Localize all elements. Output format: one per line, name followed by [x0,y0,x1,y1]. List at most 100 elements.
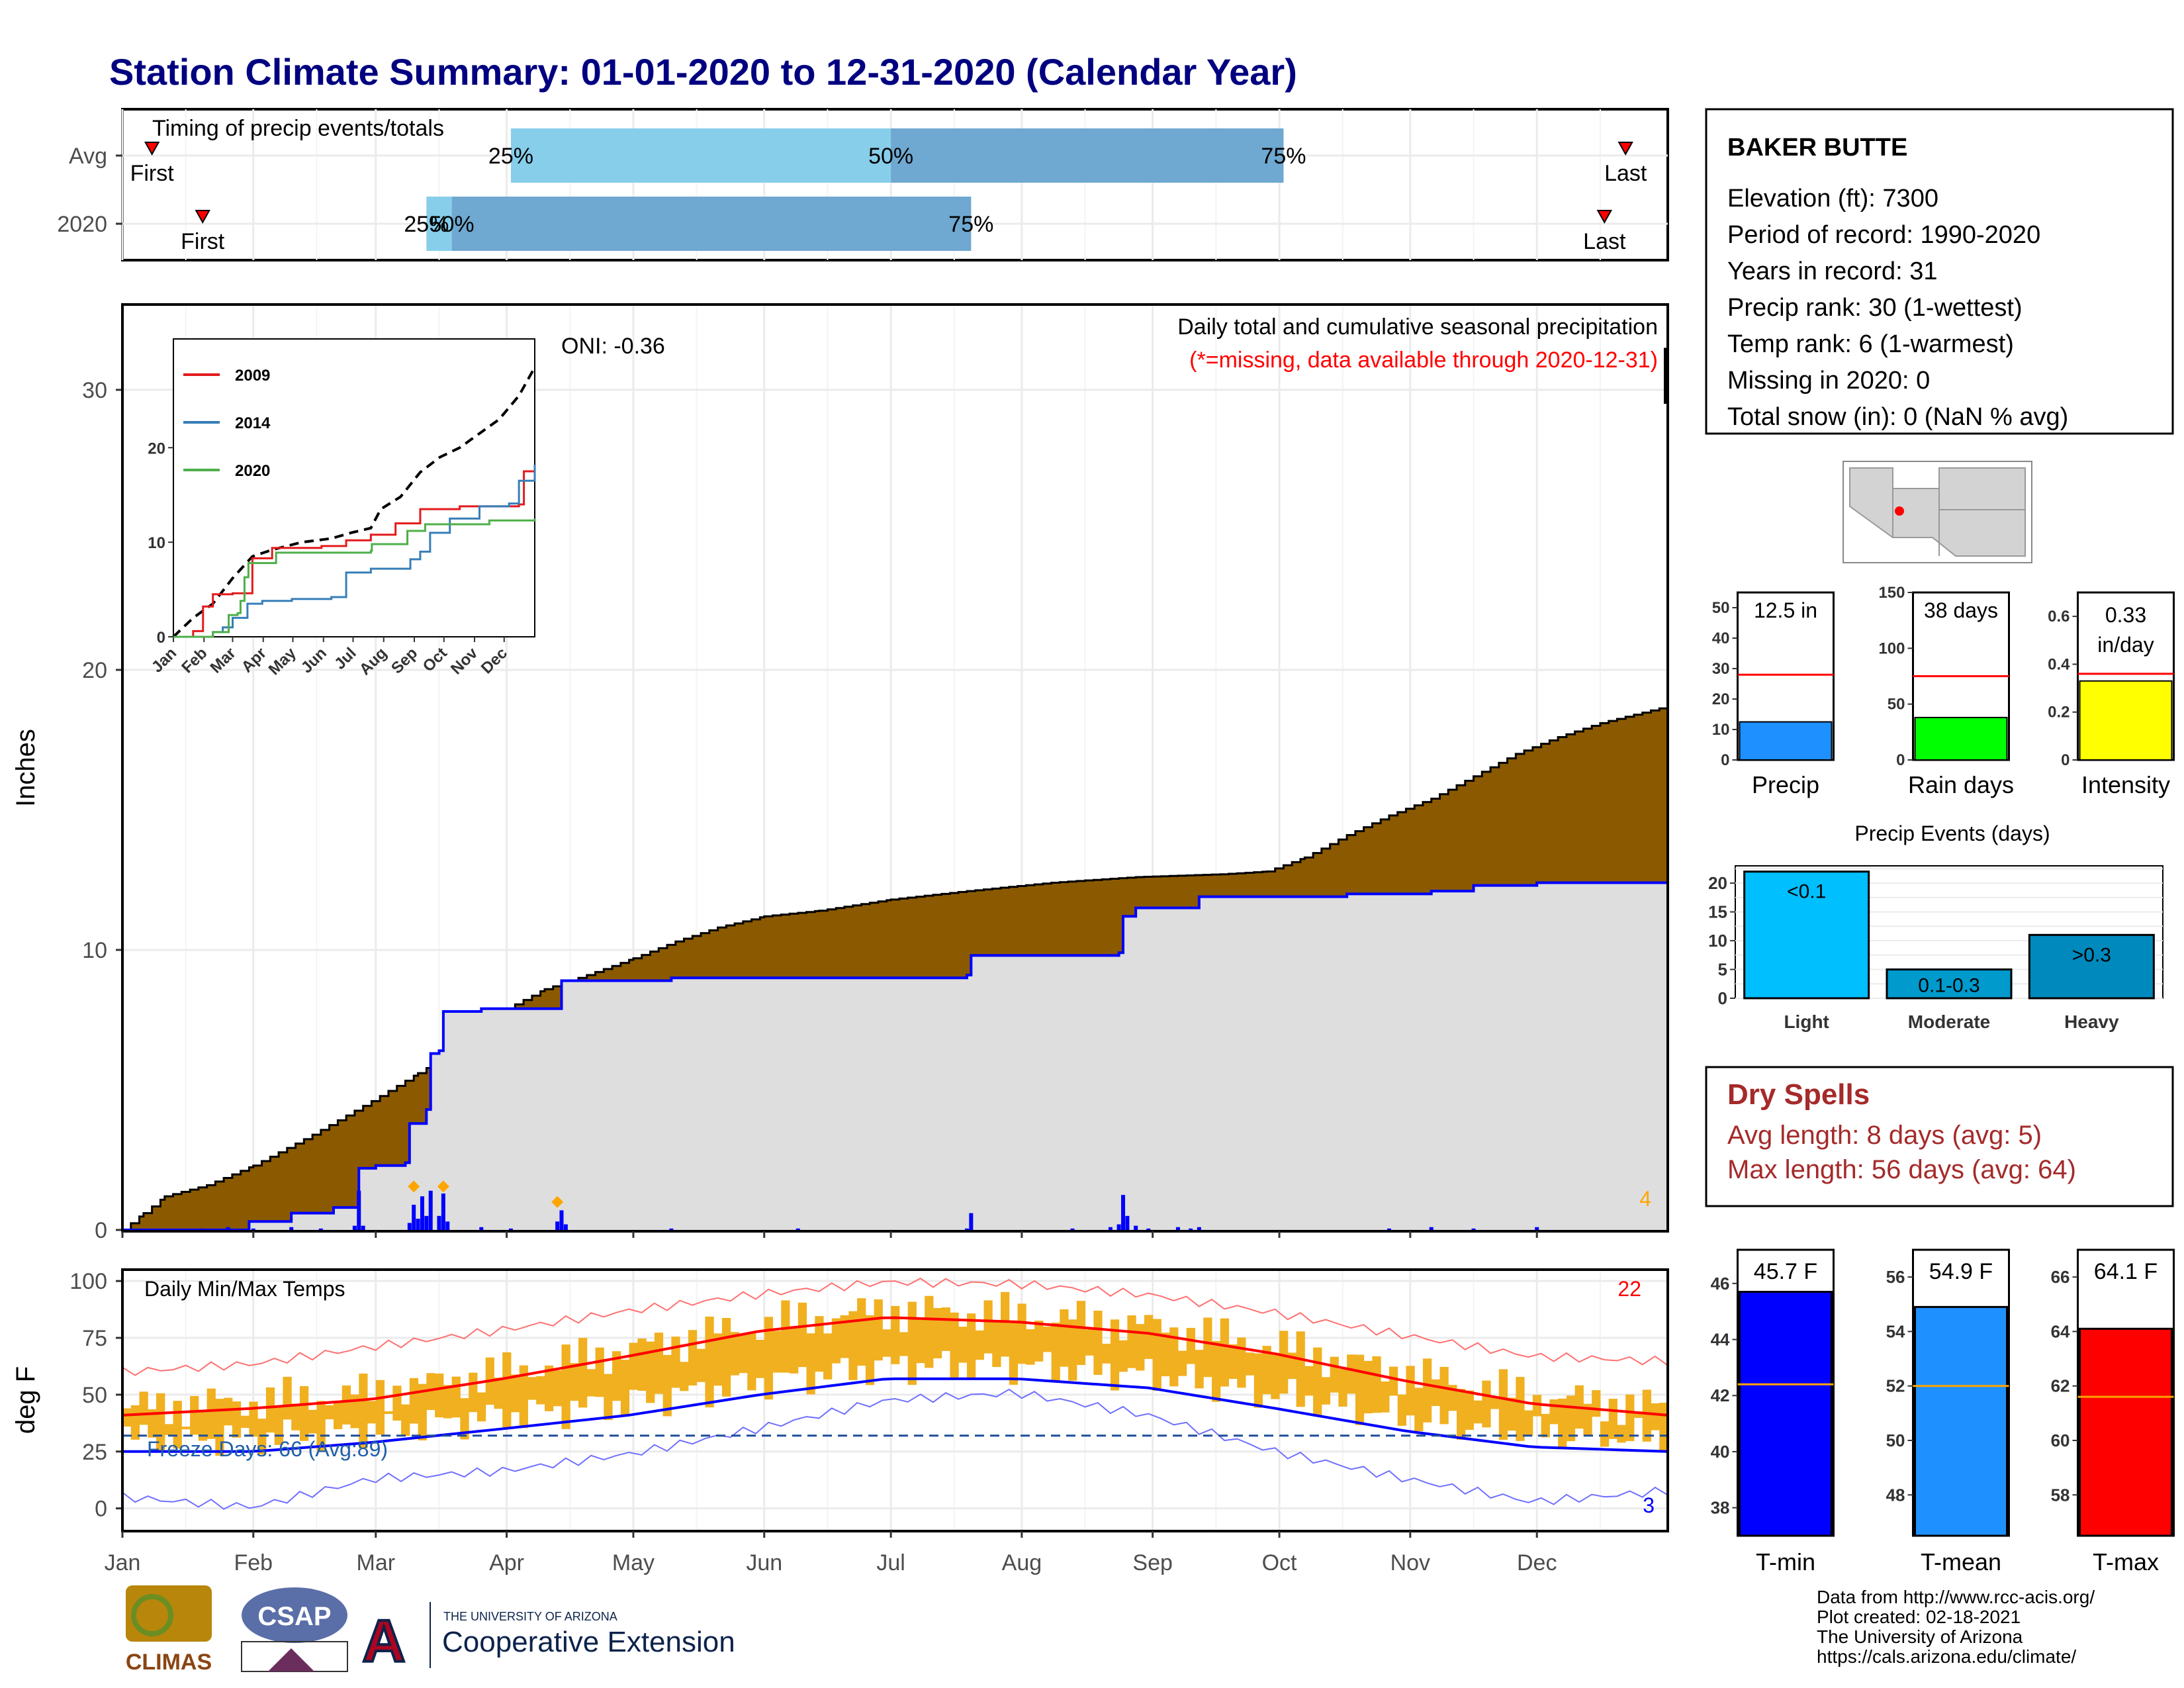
ua-big-text: Cooperative Extension [442,1626,735,1658]
daily-temp-bar [1060,1309,1069,1367]
daily-precip-bar [559,1210,564,1230]
timing-label: Timing of precip events/totals [152,116,444,141]
temp-bar-value-label: 64.1 F [2094,1259,2158,1284]
temp-bar-value-label: 45.7 F [1754,1259,1817,1284]
daily-temp-bar [122,1408,132,1427]
daily-temp-bar [1397,1394,1406,1426]
y-tick-label: 50 [1886,1430,1905,1450]
daily-temp-bar [1186,1328,1195,1364]
precip-frame [121,303,1669,1233]
mini-bar-value-unit: in/day [2097,633,2154,657]
daily-temp-bar [1144,1315,1154,1359]
daily-temp-bar [1490,1396,1500,1409]
daily-temp-bar [469,1372,478,1413]
daily-precip-bar [428,1190,433,1230]
first-event-label: First [181,229,225,254]
freeze-marker [408,1180,420,1193]
daily-temp-bar [510,1374,520,1413]
daily-temp-bar [975,1330,984,1360]
daily-temp-bar [899,1332,909,1356]
daily-temp-bar [1161,1333,1170,1377]
station-name: BAKER BUTTE [1727,134,1907,162]
daily-temp-bar [1228,1344,1238,1380]
daily-temp-bar [806,1333,815,1395]
record-min-line [122,1388,1668,1510]
daily-precip-bar [555,1221,560,1230]
daily-temp-bar [1000,1291,1010,1357]
daily-temp-bar [232,1401,242,1438]
y-tick-label: 0.4 [2048,655,2070,673]
daily-precip-bar [1535,1227,1539,1230]
temp-bar-label: T-min [1756,1548,1815,1575]
daily-temp-bar [916,1317,925,1364]
climas-text: CLIMAS [126,1650,212,1675]
daily-temp-bar [755,1339,765,1378]
daily-precip-bar [407,1223,412,1230]
station-info-line: Years in record: 31 [1727,258,1938,285]
daily-temp-bar [1608,1399,1617,1439]
daily-temp-bar [1262,1346,1271,1395]
daily-temp-bar [713,1333,723,1386]
station-info-line: Temp rank: 6 (1-warmest) [1727,330,2014,358]
daily-temp-bar [1195,1350,1204,1389]
daily-temp-bar [409,1378,419,1424]
daily-temp-bar [451,1376,461,1418]
y-tick-label: 62 [2051,1376,2070,1396]
daily-temp-bar [1017,1303,1026,1364]
first-event-label: First [130,161,175,186]
daily-temp-bar [1642,1389,1651,1442]
precip-panel: 0 10 20 30 Daily total and cumulative seaso… [11,303,1669,1243]
daily-temp-bar [1583,1403,1592,1436]
daily-temp-bar [283,1376,292,1420]
daily-temp-bar [874,1299,883,1361]
daily-temp-bar [316,1401,326,1451]
daily-precip-bar [416,1219,420,1230]
timing-row-label: Avg [69,144,107,169]
timing-panel: Timing of precip events/totals Avg 25% 50%… [57,108,1669,261]
p75-label: 75% [1261,144,1306,169]
month-label: Feb [234,1550,273,1575]
daily-temp-bar [443,1385,453,1419]
station-info-line: Missing in 2020: 0 [1727,367,1930,395]
daily-temp-bar [1524,1410,1533,1436]
station-info-line: Precip rank: 30 (1-wettest) [1727,294,2023,322]
csap-logo: CSAP [241,1587,348,1672]
daily-temp-bar [1330,1356,1339,1393]
month-label: Sep [1132,1550,1173,1575]
y-tick-label: 46 [1711,1274,1730,1293]
y-tick-label: 42 [1711,1385,1730,1405]
daily-precip-bar [796,1228,800,1230]
daily-temp-bar [1093,1310,1103,1375]
y-tick-label: 20 [82,658,107,683]
dry-spells-frame [1705,1066,2174,1207]
daily-temp-bar [983,1300,993,1354]
last-event-marker [1596,210,1613,224]
footer: CLIMAS CSAP A THE UNIVERSITY OF ARIZONA … [126,1585,2095,1676]
daily-temp-bar [848,1311,858,1380]
daily-temp-bar [1600,1421,1610,1447]
dry-spells-avg: Avg length: 8 days (avg: 5) [1727,1121,2042,1150]
temp-panel-label: Daily Min/Max Temps [144,1277,345,1301]
daily-precip-bar [412,1204,416,1230]
y-tick-label: 100 [69,1269,107,1294]
daily-temp-bar [857,1298,866,1366]
daily-temp-bar [1136,1324,1145,1371]
dry-spells-max: Max length: 56 days (avg: 64) [1727,1155,2076,1184]
daily-temp-bar [1549,1399,1559,1425]
p50-label: 50% [868,144,913,169]
locator-map [1843,461,2032,563]
daily-temp-bar [730,1332,739,1376]
daily-temp-bar [1414,1387,1424,1432]
cold-day-count: 3 [1643,1493,1655,1517]
mini-bar-value-label: 0.33 [2105,603,2146,627]
daily-temp-bar [1363,1360,1373,1414]
y-tick-label: 58 [2051,1485,2070,1505]
p75-label: 75% [948,212,993,237]
daily-temp-bar [1473,1400,1482,1424]
hot-day-count: 22 [1617,1277,1641,1301]
daily-precip-bar [1125,1215,1130,1230]
daily-temp-bar [1110,1319,1120,1391]
daily-precip-bar [226,1227,230,1230]
station-location-marker [1895,506,1904,516]
daily-temp-bar [1532,1395,1542,1417]
